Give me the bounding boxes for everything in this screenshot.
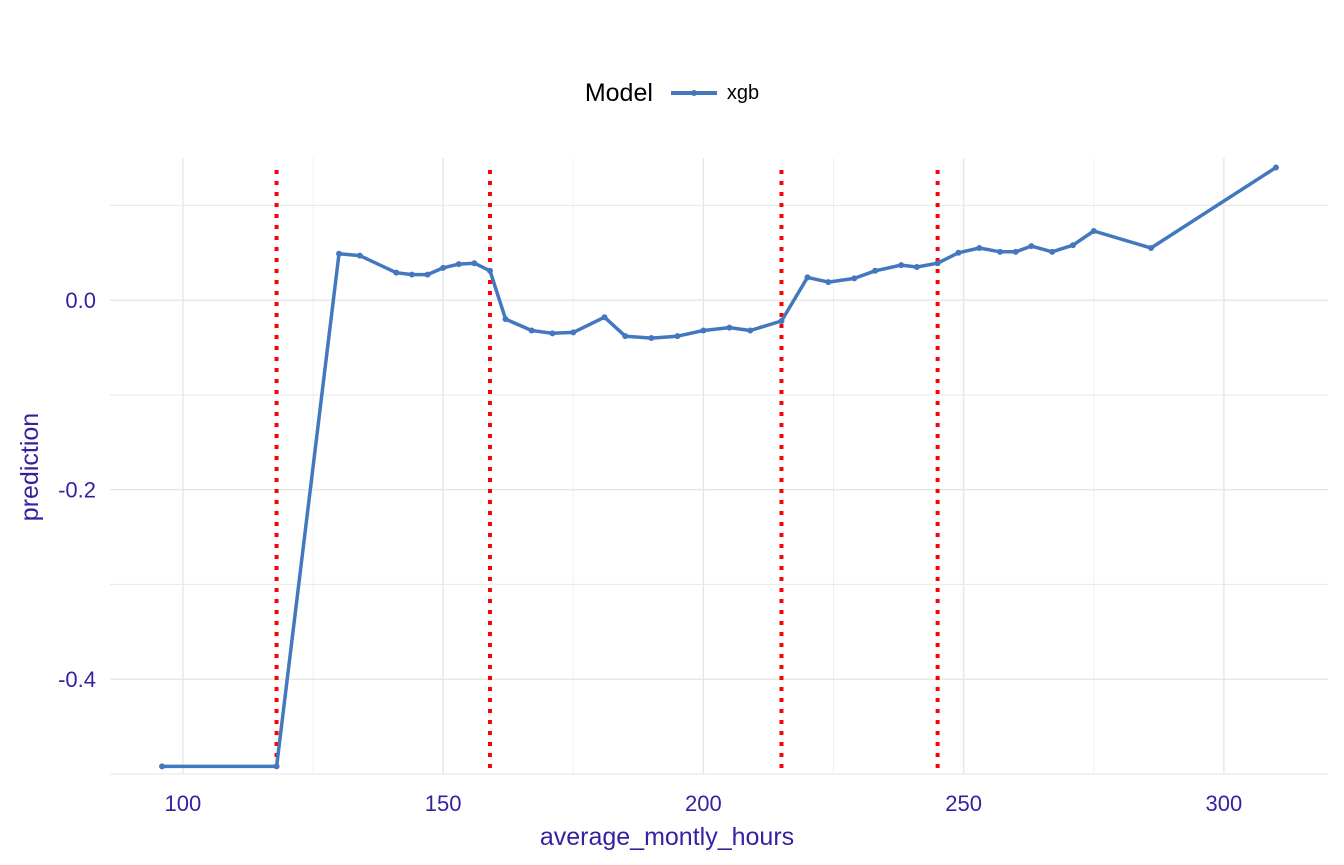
- data-point: [622, 333, 629, 340]
- data-point: [1012, 248, 1019, 255]
- x-tick-label: 200: [685, 791, 722, 816]
- data-point: [1148, 245, 1155, 252]
- data-point: [528, 327, 535, 334]
- data-point: [825, 279, 832, 286]
- data-point: [1272, 164, 1279, 171]
- data-point: [601, 314, 608, 321]
- data-point: [726, 324, 733, 331]
- data-point: [471, 260, 478, 267]
- data-point: [356, 252, 363, 259]
- data-point: [700, 327, 707, 334]
- data-point: [1090, 227, 1097, 234]
- data-point: [648, 335, 655, 342]
- data-point: [336, 250, 343, 257]
- data-point: [486, 267, 493, 274]
- data-point: [159, 763, 166, 770]
- data-point: [1069, 242, 1076, 249]
- x-tick-label: 100: [165, 791, 202, 816]
- data-point: [955, 249, 962, 256]
- data-point: [934, 260, 941, 267]
- data-point: [273, 763, 280, 770]
- y-tick-label: -0.4: [58, 667, 96, 692]
- legend-label-xgb: xgb: [726, 81, 760, 104]
- data-point: [408, 271, 415, 278]
- data-point: [1028, 243, 1035, 250]
- x-tick-labels: 100 150 200 250 300: [165, 791, 1243, 816]
- data-point: [674, 333, 681, 340]
- series-layer: [159, 164, 1279, 770]
- x-tick-label: 300: [1206, 791, 1243, 816]
- y-tick-label: 0.0: [65, 288, 96, 313]
- data-point: [898, 262, 905, 269]
- grid: [110, 158, 1328, 775]
- legend: Model xgb: [0, 78, 1344, 108]
- data-point: [424, 271, 431, 278]
- data-point: [976, 245, 983, 252]
- data-point: [455, 261, 462, 268]
- data-point: [1049, 248, 1056, 255]
- x-tick-label: 250: [945, 791, 982, 816]
- y-tick-label: -0.2: [58, 478, 96, 503]
- data-point: [747, 327, 754, 334]
- data-point: [570, 329, 577, 336]
- legend-key-icon: [670, 78, 717, 108]
- data-point: [502, 316, 509, 323]
- data-point: [872, 267, 879, 274]
- data-point: [393, 269, 400, 276]
- data-point: [851, 275, 858, 282]
- data-point: [549, 330, 556, 337]
- x-tick-label: 150: [425, 791, 462, 816]
- series-line-xgb: [162, 166, 1277, 769]
- data-point: [804, 274, 811, 281]
- x-axis-title: average_montly_hours: [540, 823, 794, 851]
- data-point: [913, 263, 920, 270]
- data-point: [997, 248, 1004, 255]
- data-point: [778, 318, 785, 325]
- y-tick-labels: 0.0 -0.2 -0.4: [58, 288, 96, 692]
- data-point: [440, 264, 447, 271]
- legend-title: Model: [584, 78, 653, 107]
- cut-lines: [274, 170, 940, 774]
- y-axis-title: prediction: [16, 413, 44, 521]
